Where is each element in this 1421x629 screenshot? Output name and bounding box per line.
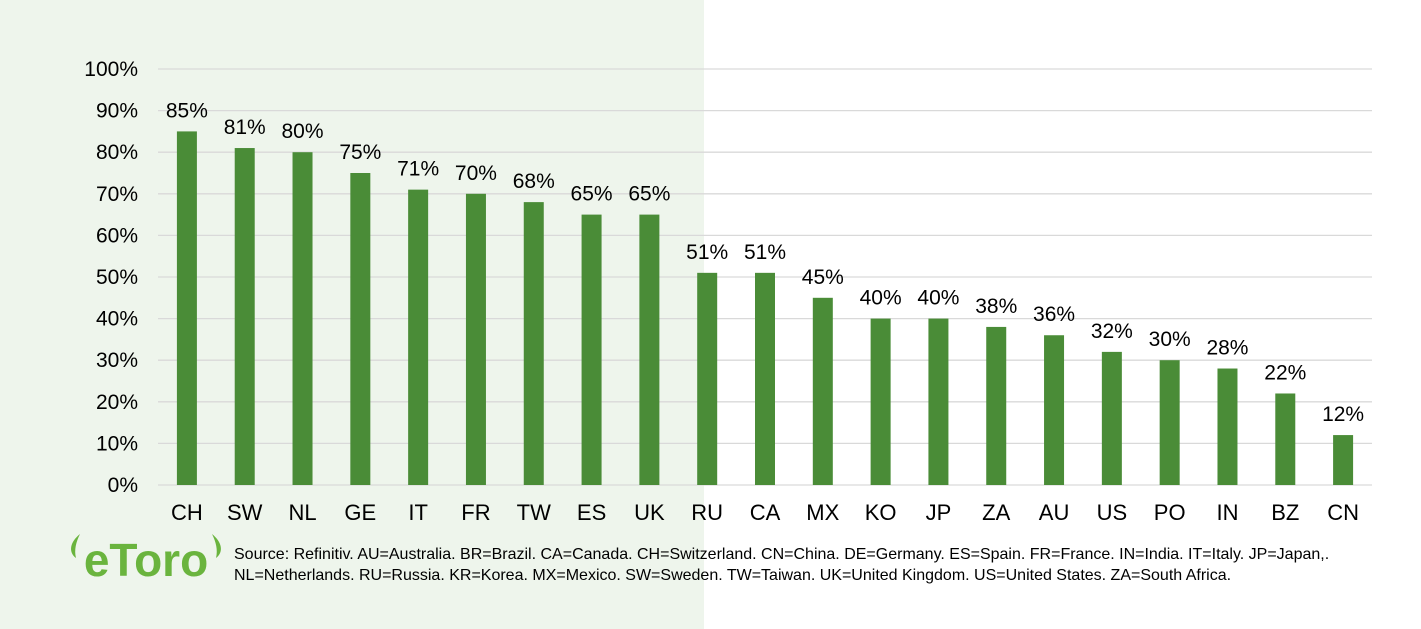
data-label: 71% [397,158,439,181]
bar-sw [234,148,255,486]
category-label: IN [1216,500,1238,525]
category-label: TW [517,500,551,525]
category-label: GE [344,500,376,525]
footer: eToro Source: Refinitiv. AU=Australia. B… [66,528,1406,620]
bar-es [581,214,602,485]
y-tick-label: 40% [96,308,138,331]
data-label: 45% [802,266,844,289]
bar-po [1159,360,1180,485]
category-label: PO [1154,500,1186,525]
y-tick-label: 50% [96,266,138,289]
category-label: SW [227,500,263,525]
data-label: 32% [1091,320,1133,343]
data-label: 36% [1033,303,1075,326]
bar-ch [176,131,197,485]
category-label: MX [806,500,839,525]
data-label: 40% [917,287,959,310]
category-label: UK [634,500,665,525]
bar-ru [697,272,718,485]
bar-nl [292,152,313,485]
data-labels: 85% 81% 80% 75% 71% 70% 68% 65% 65% 51% 51% 45% 40% 4… [166,99,1364,426]
bar-bz [1275,393,1296,485]
category-label: US [1097,500,1128,525]
category-label: KO [865,500,897,525]
y-tick-label: 0% [108,474,138,497]
category-label: CA [750,500,781,525]
category-label: CH [171,500,203,525]
category-label: IT [408,500,428,525]
bar-fr [465,193,486,486]
bar-tw [523,202,544,485]
bar-uk [639,214,660,485]
bar-ca [755,272,775,485]
etoro-logo: eToro [71,534,221,586]
data-label: 22% [1264,361,1306,384]
category-label: ZA [982,500,1010,525]
data-label: 81% [224,116,266,139]
y-axis-tick-labels: 0% 10% 20% 30% 40% 50% 60% 70% 80% 90% 100% [84,58,138,497]
data-label: 65% [571,183,613,206]
bar-in [1217,368,1238,485]
category-labels: CH SW NL GE IT FR TW ES UK RU CA MX KO JP ZA AU US PO IN BZ… [171,500,1359,525]
y-tick-label: 70% [96,183,138,206]
data-label: 28% [1206,337,1248,360]
bar-us [1101,351,1122,485]
y-tick-label: 90% [96,100,138,123]
source-note: Source: Refinitiv. AU=Australia. BR=Braz… [234,546,1330,584]
bar-au [1044,335,1065,485]
category-label: CN [1327,500,1359,525]
category-label: NL [288,500,316,525]
data-label: 12% [1322,403,1364,426]
bar-jp [928,318,949,485]
bars [176,131,1354,486]
data-label: 80% [282,120,324,143]
bar-mx [812,297,833,485]
logo-wordmark: eToro [84,534,208,586]
y-tick-label: 100% [84,58,138,81]
bar-ko [870,318,891,485]
data-label: 51% [744,241,786,264]
bar-it [408,189,429,485]
y-tick-label: 10% [96,432,138,455]
data-label: 38% [975,295,1017,318]
y-tick-label: 60% [96,224,138,247]
category-label: BZ [1271,500,1299,525]
category-label: AU [1039,500,1070,525]
y-tick-label: 80% [96,141,138,164]
data-label: 40% [860,287,902,310]
category-label: FR [461,500,490,525]
data-label: 70% [455,162,497,185]
bar-ge [350,173,371,485]
category-label: JP [926,500,952,525]
data-label: 30% [1149,328,1191,351]
category-label: ES [577,500,606,525]
data-label: 85% [166,99,208,122]
data-label: 51% [686,241,728,264]
data-label: 65% [628,183,670,206]
data-label: 68% [513,170,555,193]
bar-za [986,326,1007,485]
y-tick-label: 30% [96,349,138,372]
data-label: 75% [339,141,381,164]
bar-cn [1333,435,1354,485]
y-tick-label: 20% [96,391,138,414]
category-label: RU [691,500,723,525]
